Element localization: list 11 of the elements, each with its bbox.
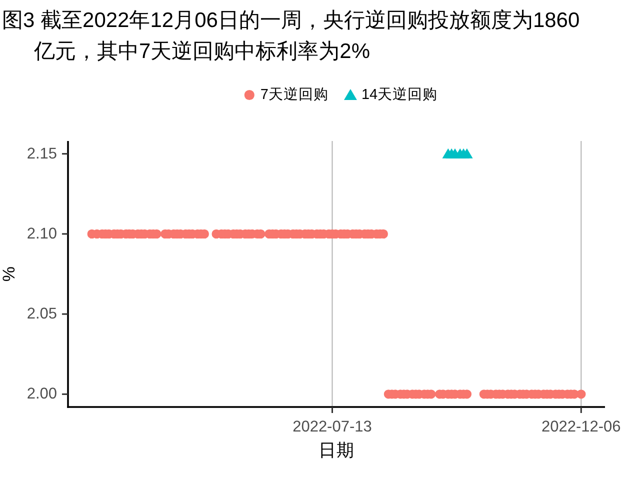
legend-label: 7天逆回购	[260, 86, 328, 103]
legend-label: 14天逆回购	[361, 86, 438, 103]
y-tick-label: 2.00	[26, 386, 58, 403]
y-axis-title: %	[0, 266, 18, 282]
y-tick-label: 2.05	[26, 306, 57, 323]
y-tick-label: 2.10	[26, 225, 58, 242]
y-tick-label: 2.15	[26, 145, 57, 162]
x-tick-label: 2022-07-13	[292, 418, 372, 436]
x-axis-title: 日期	[318, 440, 354, 460]
chart-title: 图3 截至2022年12月06日的一周，央行逆回购投放额度为1860亿元，其中7天逆回购中标利率为2%	[2, 8, 581, 65]
x-tick-label: 2022-12-06	[541, 418, 621, 436]
